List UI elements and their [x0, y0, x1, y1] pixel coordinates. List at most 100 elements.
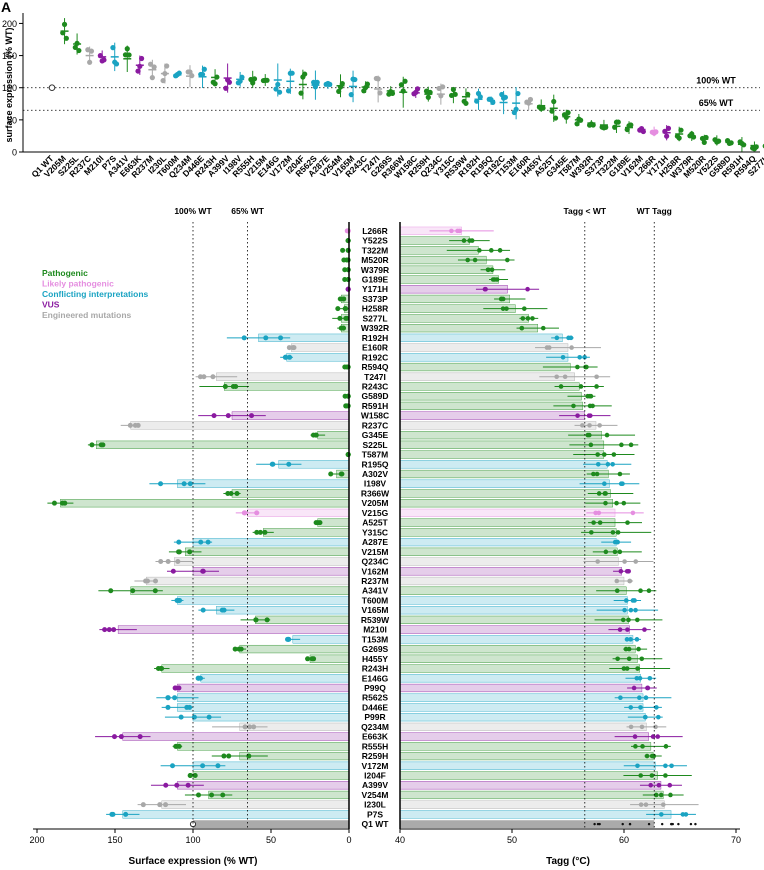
data-point [571, 403, 576, 409]
data-point [603, 549, 609, 555]
variant-label: L266R [362, 226, 388, 236]
bar [399, 761, 656, 770]
bar [399, 499, 614, 508]
data-point [163, 802, 169, 808]
data-point [111, 627, 117, 633]
data-point [223, 85, 229, 91]
data-point [625, 520, 630, 525]
x-axis-title: Tagg (°C) [546, 856, 590, 867]
data-point [634, 675, 640, 681]
y-axis-title: surface expression (% WT) [4, 27, 14, 142]
data-point [137, 63, 143, 69]
bar [161, 664, 350, 673]
data-point [515, 90, 521, 97]
data-point [472, 257, 478, 263]
variant-label: I204F [364, 771, 386, 781]
data-point [221, 607, 227, 613]
bar [400, 820, 655, 829]
x-tick-label: 70 [731, 835, 741, 845]
data-point [241, 510, 247, 516]
data-point [438, 93, 444, 99]
bar [399, 625, 630, 634]
data-point [638, 802, 644, 807]
data-point [140, 802, 146, 808]
data-point [305, 656, 311, 662]
data-point [178, 714, 184, 720]
data-point [626, 617, 631, 623]
data-point [617, 627, 623, 632]
data-point [628, 724, 634, 730]
data-point [589, 530, 594, 535]
data-point [562, 374, 568, 380]
y-tick-label: 100 [2, 83, 17, 93]
data-point [635, 666, 640, 671]
x-tick-label: 50 [507, 835, 517, 845]
data-point [286, 461, 292, 467]
data-point [163, 782, 169, 788]
data-point [614, 588, 620, 594]
data-point [626, 646, 632, 652]
bar [122, 732, 350, 741]
data-point [200, 607, 206, 613]
data-point [617, 549, 623, 555]
variant-label: R366W [361, 488, 390, 498]
data-point [575, 364, 580, 370]
variant-label: R243H [362, 664, 388, 674]
x-tick-label: 200 [29, 835, 44, 845]
data-point [302, 71, 308, 77]
data-point [285, 636, 291, 642]
data-point [398, 82, 405, 88]
data-point [753, 144, 759, 150]
variant-label: G189E [362, 274, 389, 284]
variant-label: S277L [362, 313, 387, 323]
data-point [594, 374, 599, 380]
bar [200, 674, 350, 683]
data-point [638, 773, 644, 778]
data-point [158, 559, 164, 565]
data-point [283, 354, 289, 360]
data-point [176, 549, 182, 555]
data-point [130, 588, 136, 594]
data-point [594, 471, 600, 477]
data-point [500, 296, 506, 302]
data-point [639, 656, 645, 662]
data-point [198, 539, 204, 545]
data-point [364, 81, 370, 87]
bar [399, 771, 658, 780]
data-point [620, 481, 625, 487]
variant-label: E160R [362, 343, 388, 353]
variant-label: R555H [362, 741, 388, 751]
data-point [342, 276, 348, 282]
bar [399, 751, 654, 761]
legend-entry: Likely pathogenic [42, 279, 114, 289]
variant-label: Y315C [362, 527, 388, 537]
data-point [668, 792, 673, 798]
data-point [170, 763, 176, 769]
data-point [158, 481, 164, 487]
variant-label: R192H [362, 333, 388, 343]
data-point [656, 782, 662, 788]
data-point [492, 277, 497, 282]
data-point [646, 588, 652, 594]
variant-label: R539W [361, 615, 390, 625]
data-point [147, 61, 154, 67]
bar [399, 615, 629, 624]
data-point [197, 374, 203, 380]
data-point [377, 90, 383, 96]
x-tick-label: 100 [185, 835, 200, 845]
data-point [483, 286, 488, 292]
data-point [343, 403, 349, 409]
data-point [187, 481, 193, 487]
data-point [463, 100, 469, 106]
data-point [614, 500, 619, 506]
data-point [485, 267, 491, 273]
data-point [298, 90, 304, 96]
variant-label: V205M [362, 498, 389, 508]
data-point [327, 81, 333, 87]
data-point [275, 81, 281, 88]
data-point [630, 598, 636, 603]
bar [292, 635, 350, 644]
bar [399, 674, 642, 683]
variant-label: R562S [362, 693, 388, 703]
